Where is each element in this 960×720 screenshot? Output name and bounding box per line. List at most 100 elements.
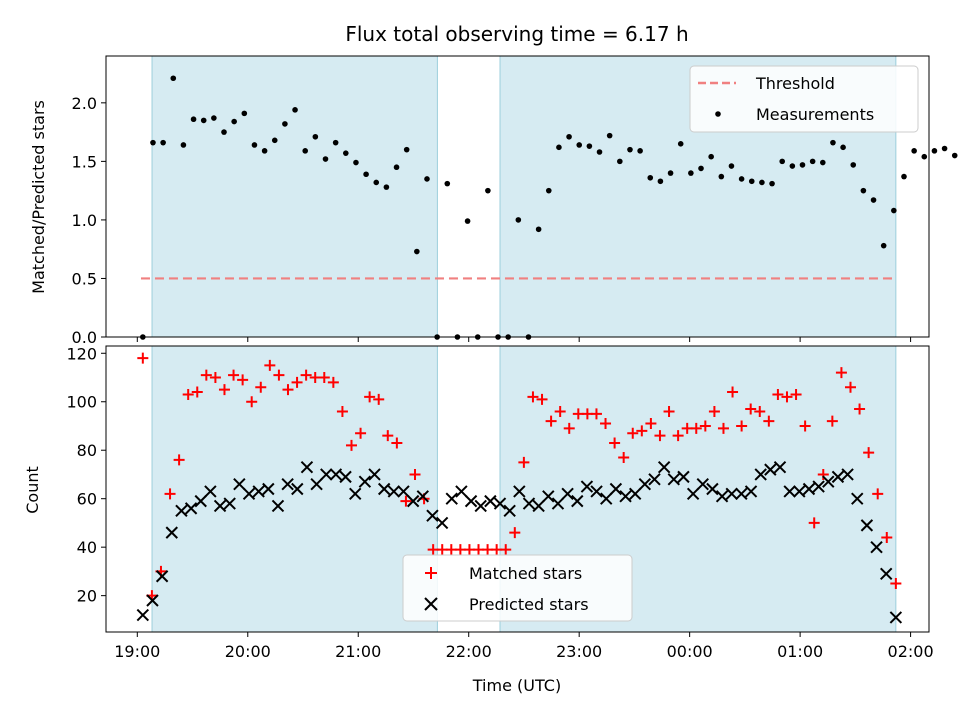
measurement-point [403,146,410,153]
predicted-star-marker [464,494,478,508]
measurement-point [190,116,197,123]
predicted-star-marker [619,490,632,503]
predicted-star-marker [725,487,738,501]
matched-star-marker [509,527,521,539]
matched-star-marker [237,374,249,386]
predicted-star-marker [532,499,545,513]
predicted-star-marker [889,611,903,624]
matched-legend-swatch [425,567,437,579]
predicted-star-marker [744,485,758,498]
top-y-axis: 0.0 0.5 1.0 1.5 2.0 [72,94,106,347]
x-tick-label: 23:00 [556,642,602,661]
measurement-point [485,187,491,194]
measurement-point [373,179,380,186]
x-tick-label: 22:00 [446,642,492,661]
matched-star-marker [717,422,729,434]
measurement-point [789,163,796,169]
predicted-star-marker [513,485,526,498]
matched-star-marker [835,367,847,379]
matched-star-marker [173,454,185,466]
measurement-point [271,137,278,144]
matched-star-marker [200,369,212,381]
matched-star-marker [246,396,258,408]
matched-star-marker [645,418,657,430]
measurement-point [576,142,583,148]
matched-star-marker [790,388,802,400]
measurement-point [282,121,288,127]
measurement-point [880,242,887,249]
measurement-point [343,150,349,156]
measurement-point [688,170,694,176]
predicted-star-marker [416,490,430,503]
measurement-point [860,187,867,194]
predicted-star-marker [841,468,854,481]
matched-star-marker [636,425,648,437]
matched-star-marker [527,391,539,403]
matched-star-marker [699,420,711,432]
measurement-point [891,207,897,214]
measurement-point [901,173,907,180]
measurement-point [617,158,623,165]
legend-matched-label: Matched stars [469,564,582,583]
top-x-axis [136,337,912,342]
predicted-star-marker [561,487,574,501]
matched-star-marker [182,388,194,400]
predicted-star-marker [155,570,169,583]
predicted-star-marker [551,497,565,510]
predicted-star-marker [493,497,507,510]
predicted-star-marker [233,477,246,491]
matched-star-marker [164,488,176,500]
predicted-star-marker [879,567,893,581]
predicted-star-marker [648,473,661,486]
measurement-point [444,180,451,187]
matched-star-marker [300,369,312,381]
matched-star-marker [536,393,548,405]
y-tick-label: 80 [77,441,97,460]
matched-star-marker [863,447,875,459]
predicted-star-marker [677,470,690,484]
measurement-point [170,75,177,82]
predicted-star-marker [175,504,188,518]
matched-star-marker [690,422,702,434]
measurement-point [870,197,877,203]
predicted-star-marker [184,502,198,515]
x-tick-label: 19:00 [114,642,160,661]
matched-star-marker [391,437,403,449]
predicted-star-marker [281,477,294,491]
matched-star-marker [554,405,566,417]
measurement-point [627,146,633,153]
measurement-point [799,162,806,168]
matched-star-marker [872,488,884,500]
predicted-star-marker [773,460,787,474]
measurement-point [951,152,958,159]
matched-star-marker [627,427,639,439]
predicted-star-marker [812,480,825,493]
predicted-star-marker [735,487,748,501]
predicted-stars-series [136,460,903,624]
predicted-star-marker [406,494,420,508]
measurement-point [941,145,948,152]
top-legend-box [689,65,919,133]
predicted-star-marker [426,509,439,522]
matched-star-marker [500,544,512,556]
matched-star-marker [799,420,811,432]
predicted-star-marker [542,490,555,503]
measurement-point [921,153,928,160]
matched-star-marker [772,388,784,400]
matched-star-marker [382,430,394,442]
measurement-point [393,164,400,171]
predicted-star-marker [387,485,401,498]
measurement-point [322,156,329,162]
measurement-point [606,132,613,139]
measurement-point [353,159,359,166]
predicted-star-marker [754,468,767,481]
matched-star-marker [600,418,612,430]
predicted-star-marker [667,473,681,486]
matched-star-marker [736,420,748,432]
predicted-star-marker [368,468,381,481]
matched-star-marker [727,386,739,398]
measurement-point [211,115,217,121]
matched-star-marker [191,386,203,398]
matched-star-marker [754,405,766,417]
